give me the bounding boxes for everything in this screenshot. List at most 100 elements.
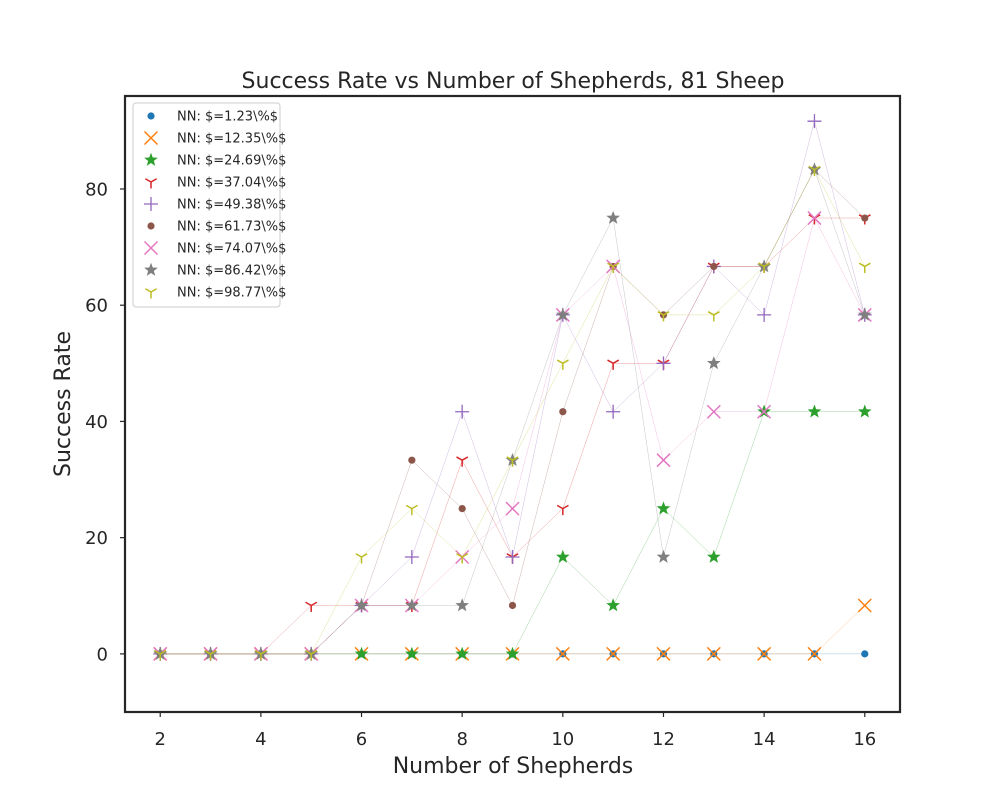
series-7-point	[757, 404, 772, 419]
series-9-point	[254, 649, 267, 661]
series-3-point	[455, 646, 470, 660]
series-8-point	[656, 549, 671, 563]
series-9-point	[556, 359, 569, 370]
series-9-point	[456, 553, 469, 564]
x-axis-label: Number of Shepherds	[393, 754, 634, 779]
legend-marker	[144, 262, 158, 276]
legend-item: NN: $=37.04\%$	[144, 176, 286, 191]
legend-marker	[143, 130, 159, 146]
series-1-point	[861, 650, 869, 658]
legend-item: NN: $=98.77\%$	[144, 286, 286, 301]
series-9-point	[808, 165, 821, 177]
series-5-point	[606, 404, 621, 419]
series-3-point	[706, 549, 721, 563]
legend-label: NN: $=12.35\%$	[177, 132, 286, 147]
series-8-point	[555, 307, 570, 321]
series-4-point	[305, 601, 318, 612]
x-tick-label: 10	[551, 729, 574, 750]
series-9-point	[758, 262, 771, 273]
series-4-point	[607, 359, 620, 370]
legend-label: NN: $=37.04\%$	[177, 176, 286, 191]
series-9-point	[607, 262, 620, 273]
series-7-point	[807, 211, 822, 226]
legend-label: NN: $=1.23\%$	[177, 110, 278, 125]
series-5-point	[455, 404, 470, 419]
x-tick-label: 8	[456, 729, 467, 750]
y-tick-label: 80	[85, 179, 108, 200]
legend-label: NN: $=61.73\%$	[177, 220, 286, 235]
x-tick-label: 6	[356, 729, 367, 750]
series-9-point	[305, 649, 318, 661]
series-8-point	[455, 598, 470, 612]
legend-item: NN: $=61.73\%$	[147, 220, 286, 235]
series-9-point	[405, 504, 418, 516]
series-8-point	[706, 356, 721, 370]
series-4-point	[556, 504, 569, 516]
series-7-point	[706, 404, 721, 419]
series-9-point	[506, 456, 519, 467]
plot-frame	[123, 94, 902, 714]
legend-label: NN: $=86.42\%$	[177, 264, 286, 279]
series-2-point	[606, 646, 621, 661]
series-2-point	[857, 598, 872, 613]
series-8-point	[354, 598, 369, 612]
series-5-point	[807, 114, 822, 129]
series-6-point	[559, 408, 567, 416]
series-9-point	[204, 649, 217, 661]
legend-marker	[144, 152, 158, 166]
series-9-point	[154, 649, 167, 661]
series-3-point	[505, 646, 520, 660]
legend: NN: $=1.23\%$ NN: $=12.35\%$ NN: $=24.69\%…	[132, 102, 286, 308]
series-8-point	[857, 307, 872, 321]
series-3-point	[405, 646, 419, 660]
series-2-point	[555, 646, 570, 661]
legend-label: NN: $=49.38\%$	[177, 198, 286, 213]
chart-title: Success Rate vs Number of Shepherds, 81 …	[242, 69, 785, 94]
series-6-point	[710, 262, 718, 271]
legend-item: NN: $=1.23\%$	[147, 110, 278, 125]
series-9-point	[707, 311, 720, 322]
legend-marker	[144, 288, 158, 299]
series-7-point	[656, 453, 671, 468]
series-3-point	[857, 404, 872, 418]
series-6-point	[458, 505, 466, 513]
x-tick-label: 14	[753, 729, 776, 750]
series-9-point	[355, 553, 368, 564]
legend-item: NN: $=74.07\%$	[143, 240, 286, 257]
legend-label: NN: $=74.07\%$	[177, 242, 286, 257]
legend-marker	[144, 178, 158, 189]
series-8-point	[606, 210, 620, 224]
legend-marker	[143, 240, 159, 256]
series-4-point	[456, 456, 469, 467]
y-tick-label: 20	[85, 528, 108, 549]
y-tick-label: 60	[85, 296, 108, 317]
legend-marker	[147, 222, 155, 230]
legend-box	[132, 102, 281, 308]
legend-item: NN: $=12.35\%$	[143, 130, 286, 147]
series-layer	[153, 114, 872, 661]
y-ticks: 0 20 40 60 80	[85, 179, 125, 665]
legend-marker	[144, 197, 158, 211]
series-5-point	[505, 550, 520, 565]
series-3-point	[555, 549, 570, 563]
y-tick-label: 40	[85, 412, 108, 433]
series-2-point	[706, 646, 721, 661]
series-6-point	[508, 601, 517, 610]
legend-label: NN: $=24.69\%$	[177, 154, 286, 169]
series-3-point	[807, 404, 822, 418]
series-3-point	[606, 598, 620, 612]
series-2-point	[656, 646, 671, 661]
x-tick-label: 4	[255, 729, 266, 750]
legend-marker	[147, 112, 155, 120]
legend-item: NN: $=49.38\%$	[144, 197, 286, 213]
series-7-point	[505, 501, 520, 516]
series-6-point	[408, 456, 416, 464]
series-5-point	[404, 550, 419, 565]
series-5-point	[757, 307, 772, 322]
series-2-point	[757, 646, 772, 661]
x-tick-label: 2	[155, 729, 166, 750]
legend-item: NN: $=86.42\%$	[144, 262, 286, 279]
series-5-point	[656, 356, 671, 371]
x-tick-label: 16	[853, 729, 876, 750]
